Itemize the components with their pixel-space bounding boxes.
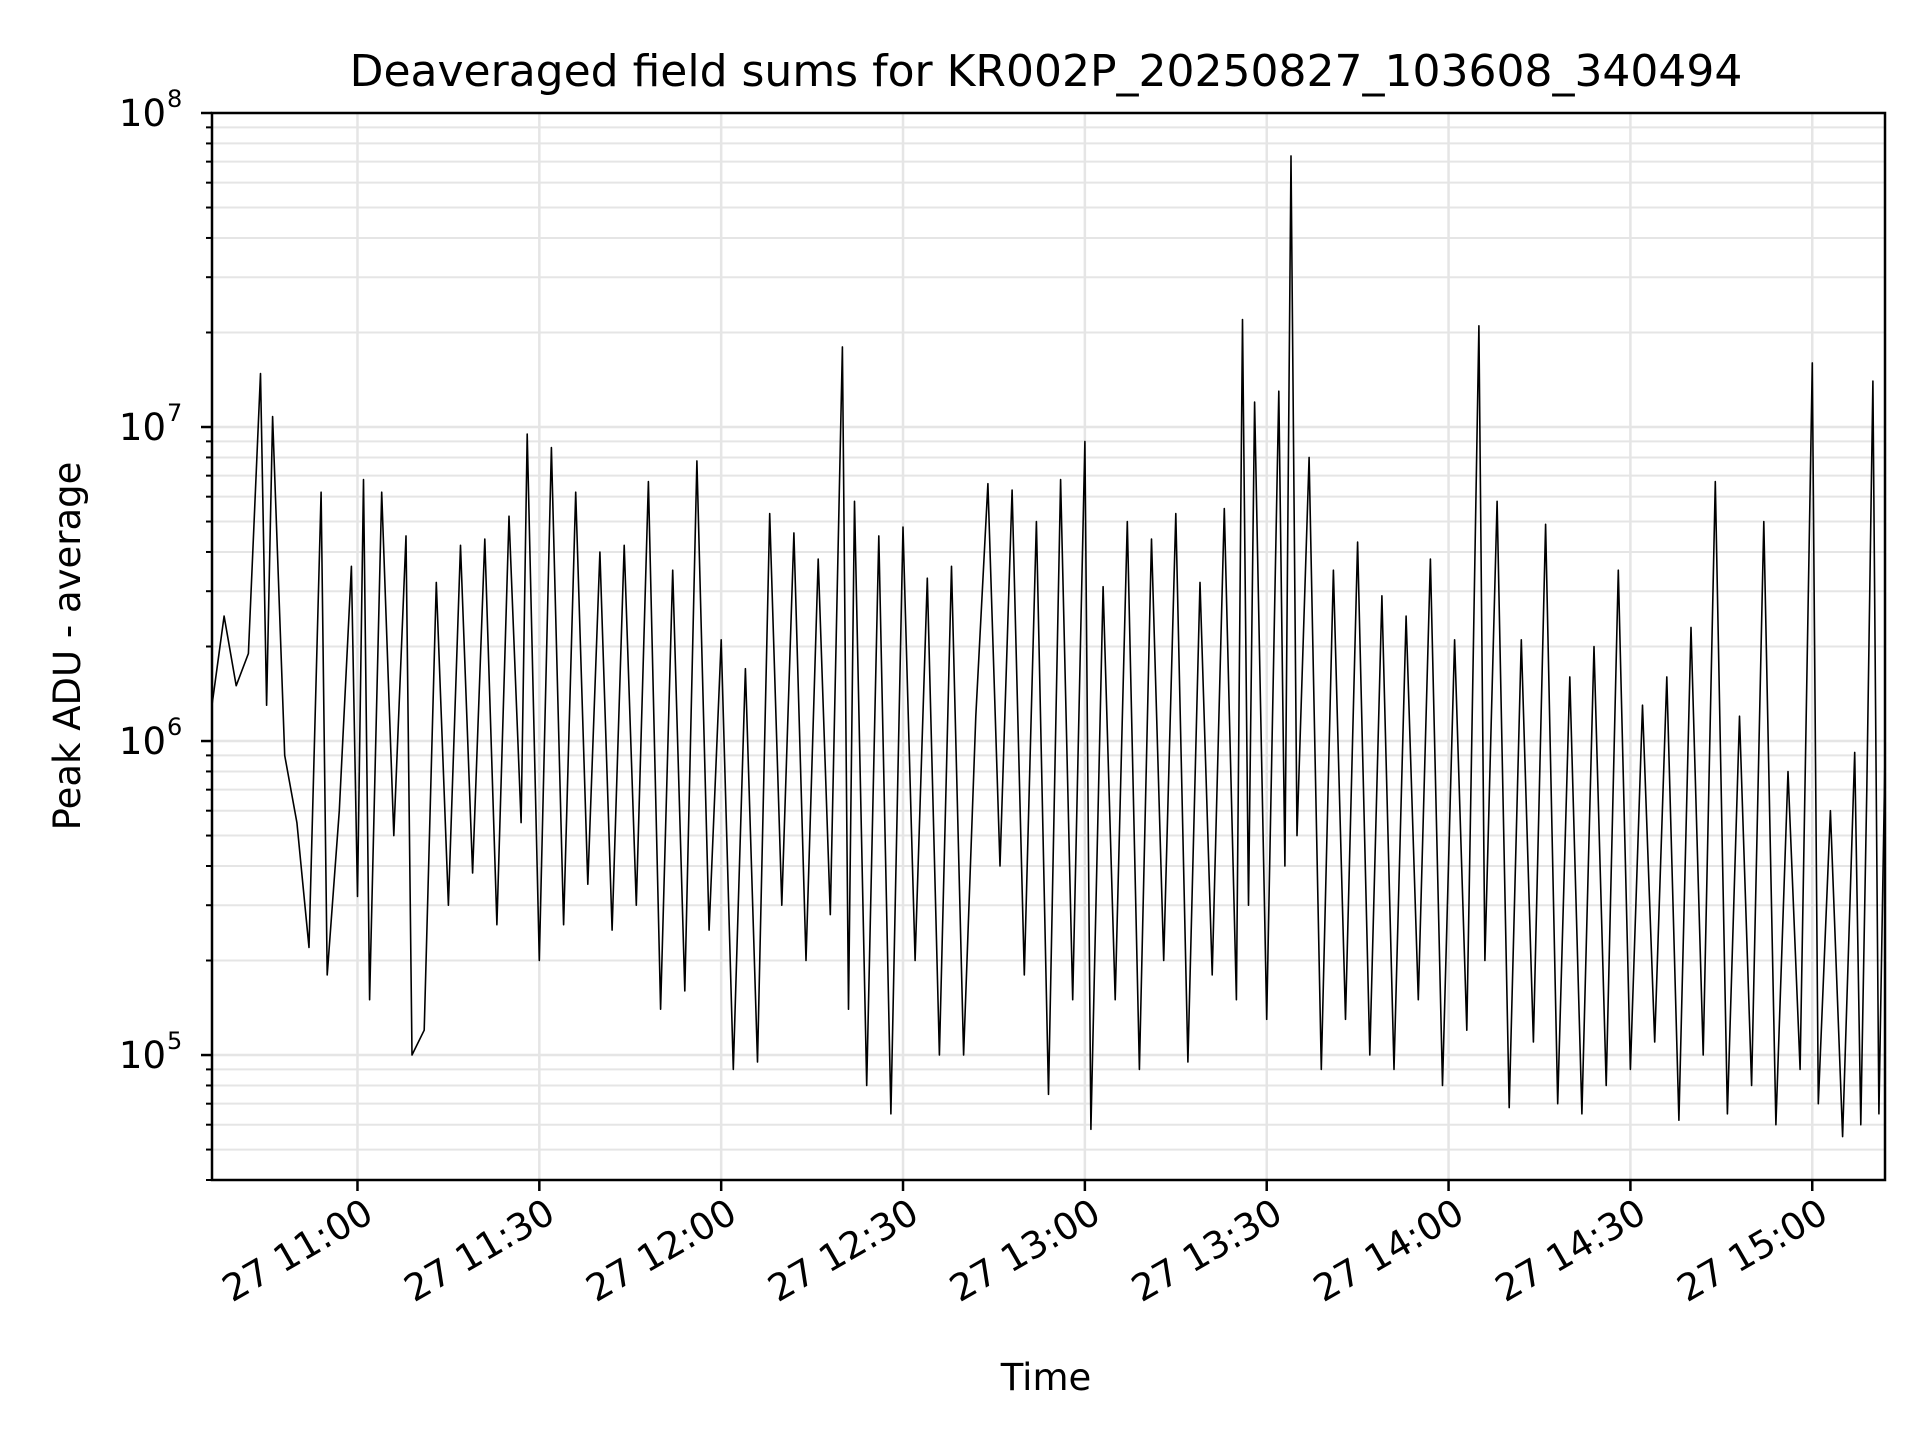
y-tick-label: 10 — [119, 720, 166, 763]
y-tick-exponent: 8 — [167, 85, 182, 113]
series-line — [211, 155, 1886, 1138]
y-tick-exponent: 6 — [167, 713, 182, 741]
grid — [212, 111, 1885, 1181]
chart-title: Deaveraged field sums for KR002P_2025082… — [350, 46, 1743, 97]
y-tick-label: 10 — [119, 92, 166, 135]
y-tick-label: 10 — [119, 406, 166, 449]
y-tick-exponent: 7 — [167, 399, 182, 427]
x-axis-label: Time — [1000, 1356, 1092, 1399]
series-layer — [211, 155, 1886, 1138]
y-axis-label: Peak ADU - average — [46, 462, 89, 831]
y-tick-label: 10 — [119, 1034, 166, 1077]
y-tick-exponent: 5 — [167, 1027, 182, 1055]
